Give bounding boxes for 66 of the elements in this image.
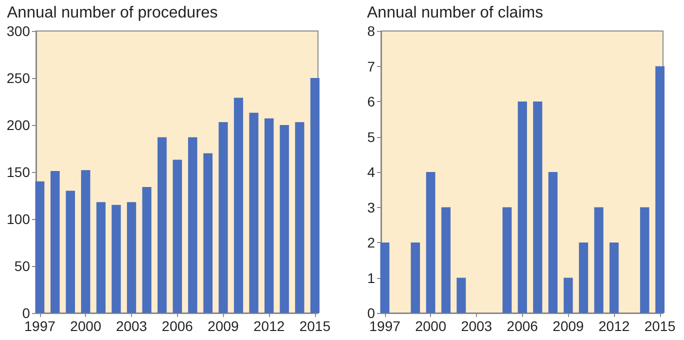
- x-tick-label: 2012: [254, 318, 285, 334]
- bar: [502, 207, 512, 313]
- chart-title: Annual number of claims: [367, 4, 544, 22]
- bar: [96, 202, 106, 313]
- bar: [142, 187, 152, 313]
- bar: [66, 190, 75, 313]
- bar: [380, 242, 390, 313]
- x-tick-label: 2015: [644, 318, 676, 334]
- bar: [456, 278, 466, 313]
- chart-title: Annual number of procedures: [7, 4, 218, 22]
- bar: [81, 170, 90, 313]
- x-tick-label: 2006: [162, 318, 194, 334]
- bar: [234, 98, 244, 313]
- x-tick-label: 2009: [208, 318, 240, 334]
- bar: [172, 160, 182, 313]
- bar: [655, 66, 665, 313]
- x-tick-label: 1997: [24, 318, 56, 334]
- bar: [533, 102, 542, 313]
- x-tick-label: 2012: [598, 318, 630, 334]
- bar: [50, 171, 60, 313]
- bar: [264, 118, 274, 313]
- y-tick-label: 200: [6, 117, 30, 133]
- y-tick-label: 0: [367, 305, 376, 321]
- bar: [203, 153, 213, 313]
- bar: [249, 112, 258, 313]
- y-tick-label: 5: [367, 128, 376, 145]
- y-tick-label: 8: [367, 23, 376, 39]
- bar: [548, 172, 558, 313]
- x-tick-label: 2015: [299, 318, 331, 334]
- x-tick-label: 2006: [506, 318, 538, 334]
- x-tick-label: 2000: [70, 318, 102, 334]
- bar: [578, 242, 588, 313]
- bar: [410, 242, 420, 313]
- x-tick-label: 2009: [552, 318, 584, 334]
- x-tick-label: 2003: [460, 318, 492, 334]
- y-tick-label: 50: [14, 258, 30, 274]
- y-tick-label: 150: [6, 164, 30, 180]
- y-tick-label: 250: [6, 70, 30, 86]
- bar: [112, 204, 121, 313]
- bar: [35, 181, 44, 313]
- bar: [640, 207, 650, 313]
- bar: [280, 125, 289, 313]
- bar: [295, 122, 304, 313]
- bar: [518, 102, 527, 313]
- y-tick-label: 3: [367, 199, 376, 216]
- bar: [310, 78, 320, 313]
- bar: [126, 202, 136, 313]
- y-tick-label: 0: [22, 305, 30, 321]
- bar: [188, 137, 198, 313]
- bar: [564, 278, 573, 313]
- bar: [158, 137, 167, 313]
- bar: [218, 122, 228, 313]
- bar: [594, 207, 604, 313]
- y-tick-label: 300: [6, 23, 30, 39]
- x-tick-label: 2003: [116, 318, 148, 334]
- y-tick-label: 100: [6, 211, 30, 227]
- y-tick-label: 2: [367, 234, 376, 250]
- bar: [426, 172, 436, 313]
- bar: [441, 207, 451, 313]
- y-tick-label: 1: [367, 270, 376, 286]
- x-tick-label: 2000: [415, 318, 446, 334]
- y-tick-label: 6: [367, 94, 376, 110]
- y-tick-label: 4: [367, 164, 376, 180]
- y-tick-label: 7: [367, 58, 376, 74]
- bar: [610, 242, 619, 313]
- x-tick-label: 1997: [369, 318, 401, 334]
